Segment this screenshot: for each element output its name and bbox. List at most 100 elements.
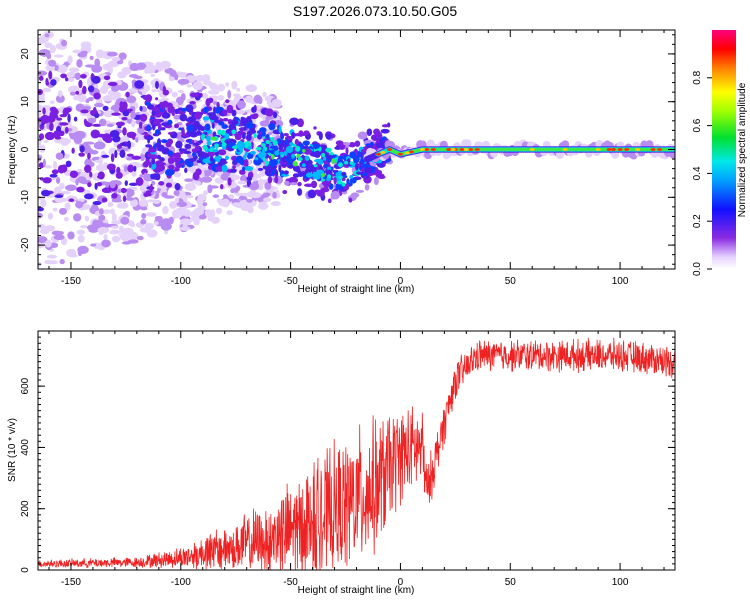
heatmap-cell [84,164,92,173]
heatmap-cell [77,94,87,103]
heatmap-cell [122,195,127,202]
heatmap-cell [162,205,169,215]
heatmap-cell [202,116,210,121]
heatmap-cell [249,114,258,120]
heatmap-cell [130,110,136,120]
heatmap-cell [174,197,180,204]
heatmap-cell [59,114,68,118]
heatmap-cell [344,160,349,165]
heatmap-cell [80,224,88,229]
heatmap-cell [255,146,262,151]
heatmap-cell [101,154,110,158]
heatmap-cell [54,194,64,199]
heatmap-cell [404,151,410,155]
heatmap-cell [173,155,182,163]
heatmap-cell [92,123,102,127]
heatmap-cell [135,177,144,186]
heatmap-cell [38,38,48,44]
heatmap-cell [296,153,301,158]
heatmap-cell [325,147,332,153]
heatmap-cell [200,134,205,141]
heatmap-cell [468,148,474,151]
heatmap-cell [93,92,101,100]
heatmap-cell [214,143,219,148]
heatmap-cell [192,151,197,158]
heatmap-cell [307,189,317,199]
heatmap-cell [345,147,349,155]
heatmap-cell [246,199,253,203]
heatmap-ytick-label: 0 [20,146,31,152]
heatmap-cell [179,113,188,122]
heatmap-cell [139,113,148,122]
heatmap-cell [177,191,186,198]
heatmap-cell [380,128,390,134]
heatmap-cell [130,222,136,228]
heatmap-cell [169,201,177,209]
heatmap-cell [257,167,264,171]
heatmap-cell [107,81,118,87]
heatmap-cell [86,224,99,231]
heatmap-cell [189,92,200,98]
heatmap-cell [101,239,111,248]
heatmap-cell [126,95,137,104]
heatmap-cell [246,176,253,182]
heatmap-cell [376,142,382,148]
heatmap-cell [112,97,117,101]
heatmap-cell [168,76,175,82]
heatmap-cell [38,206,44,212]
heatmap-ytick-label: 20 [20,48,31,60]
heatmap-cell [284,180,290,186]
heatmap-cell [269,158,279,167]
heatmap-cell [192,142,199,146]
heatmap-cell [244,151,249,156]
heatmap-cell [355,189,364,193]
heatmap-cell [76,168,83,173]
heatmap-cell [71,147,75,154]
heatmap-cell [349,175,354,179]
heatmap-cell [320,173,326,177]
heatmap-cell [104,135,113,144]
heatmap-xtick-label: 50 [505,276,517,287]
heatmap-cell [42,158,46,168]
heatmap-cell [165,182,173,188]
heatmap-cell [38,223,46,229]
heatmap-cell [126,153,134,157]
heatmap-cell [119,149,126,158]
heatmap-cell [102,63,113,71]
heatmap-cell [77,52,87,58]
heatmap-cell [91,203,99,211]
heatmap-cell [323,164,329,168]
heatmap-cell [109,229,120,235]
heatmap-cell [178,148,187,152]
heatmap-cell [49,45,56,54]
heatmap-cell [168,216,174,225]
heatmap-cell [145,190,152,194]
heatmap-cell [207,184,213,194]
heatmap-cell [199,125,205,132]
heatmap-cell [249,129,257,134]
heatmap-cell [606,148,612,151]
colorbar: 0.0 0.2 0.4 0.6 0.8 Normalized spectral ampl… [692,30,748,276]
heatmap-cell [328,156,333,160]
colorbar-tick-label: 0.4 [692,166,703,180]
heatmap-cell [76,186,85,193]
heatmap-cell [132,135,136,140]
colorbar-tick-label: 0.6 [692,118,703,132]
heatmap-cell [106,163,116,171]
heatmap-cell [82,105,91,111]
heatmap-cell [331,158,335,165]
heatmap-cell [197,151,207,158]
heatmap-cell [52,207,58,212]
heatmap-cell [224,133,230,140]
heatmap-cell [38,236,48,244]
heatmap-cell [328,183,334,190]
heatmap-cell [80,73,87,79]
heatmap-cell [161,192,168,198]
heatmap-cell [245,84,258,93]
heatmap-cell [246,115,252,123]
heatmap-cell [185,133,189,138]
heatmap-cell [212,149,219,153]
heatmap-cell [87,152,91,160]
heatmap-cell [349,161,354,165]
heatmap-cell [232,145,238,149]
